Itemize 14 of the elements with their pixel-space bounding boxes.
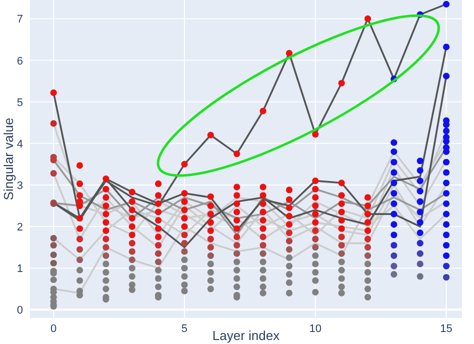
x-tick-label: 10 bbox=[309, 323, 322, 335]
y-tick-label: 4 bbox=[16, 138, 23, 150]
x-tick-label: 0 bbox=[50, 323, 57, 335]
y-tick-label: 0 bbox=[16, 304, 23, 317]
y-tick-label: 3 bbox=[16, 180, 23, 192]
y-tick-label: 7 bbox=[16, 14, 23, 26]
x-tick-label: 5 bbox=[181, 323, 188, 335]
y-tick-label: 6 bbox=[16, 55, 23, 68]
y-tick-label: 5 bbox=[16, 96, 23, 109]
x-tick-label: 15 bbox=[440, 323, 452, 335]
y-tick-label: 2 bbox=[16, 222, 23, 234]
x-axis-title: Layer index bbox=[212, 328, 280, 343]
y-tick-label: 1 bbox=[16, 263, 23, 276]
y-axis-title: Singular value bbox=[1, 118, 16, 200]
